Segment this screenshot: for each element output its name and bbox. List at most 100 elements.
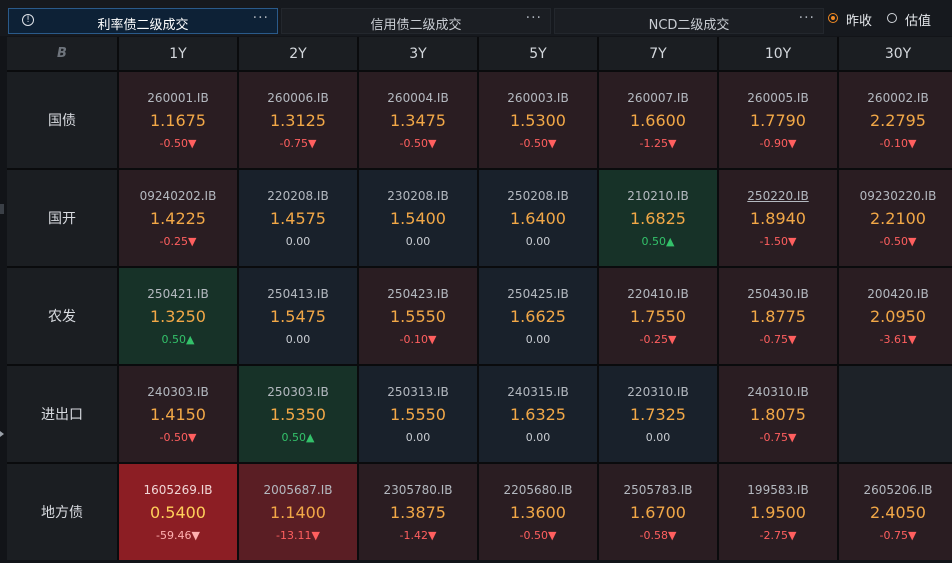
bond-quote-cell[interactable]: 230208.IB 1.5400 0.00 (359, 170, 477, 266)
column-header[interactable]: 5Y (479, 37, 597, 70)
bond-quote-cell[interactable]: 210210.IB 1.6825 0.50▲ (599, 170, 717, 266)
radio-prev-close[interactable] (828, 13, 838, 23)
bond-quote-cell[interactable]: 240303.IB 1.4150 -0.50▼ (119, 366, 237, 462)
yield-value: 2.2795 (870, 111, 926, 130)
yield-change: 0.50▲ (641, 235, 675, 248)
bond-code[interactable]: 250220.IB (747, 189, 809, 203)
yield-value: 1.6400 (510, 209, 566, 228)
tab-ncd-secondary[interactable]: NCD二级成交 ··· (554, 8, 824, 34)
yield-change: -0.25▼ (159, 235, 197, 248)
bond-quote-cell[interactable]: 250413.IB 1.5475 0.00 (239, 268, 357, 364)
bond-quote-cell[interactable]: 250208.IB 1.6400 0.00 (479, 170, 597, 266)
expand-arrow-icon[interactable] (0, 431, 4, 437)
bond-code: 250413.IB (267, 287, 329, 301)
bond-code: 220208.IB (267, 189, 329, 203)
bond-code: 250430.IB (747, 287, 809, 301)
column-header[interactable]: 30Y (839, 37, 952, 70)
bond-code: 1605269.IB (143, 483, 213, 497)
bond-quote-cell[interactable]: 2505783.IB 1.6700 -0.58▼ (599, 464, 717, 560)
bond-quote-cell[interactable]: 199583.IB 1.9500 -2.75▼ (719, 464, 837, 560)
more-options-icon[interactable]: ··· (525, 10, 542, 26)
yield-value: 1.1675 (150, 111, 206, 130)
bond-quote-cell[interactable]: 250303.IB 1.5350 0.50▲ (239, 366, 357, 462)
yield-change: 0.00 (285, 235, 311, 248)
bond-quote-cell[interactable]: 240315.IB 1.6325 0.00 (479, 366, 597, 462)
bond-quote-cell[interactable]: 250313.IB 1.5550 0.00 (359, 366, 477, 462)
radio-prev-close-label[interactable]: 昨收 (846, 14, 873, 29)
bond-quote-cell[interactable]: 260001.IB 1.1675 -0.50▼ (119, 72, 237, 168)
row-header: 国债 (7, 72, 117, 168)
bond-code: 210210.IB (627, 189, 689, 203)
tab-credit-bond-secondary[interactable]: 信用债二级成交 ··· (281, 8, 551, 34)
tab-rates-bond-secondary[interactable]: ! 利率债二级成交 ··· (8, 8, 278, 34)
bond-quote-cell[interactable]: 1605269.IB 0.5400 -59.46▼ (119, 464, 237, 560)
yield-value: 1.5475 (270, 307, 326, 326)
bond-quote-cell[interactable]: 250425.IB 1.6625 0.00 (479, 268, 597, 364)
bond-quote-cell[interactable]: 09240202.IB 1.4225 -0.25▼ (119, 170, 237, 266)
yield-value: 1.5550 (390, 405, 446, 424)
yield-value: 1.9500 (750, 503, 806, 522)
row-header: 地方债 (7, 464, 117, 560)
column-header[interactable]: 10Y (719, 37, 837, 70)
bond-quote-cell[interactable]: 260004.IB 1.3475 -0.50▼ (359, 72, 477, 168)
info-icon[interactable]: ! (22, 14, 34, 26)
resize-handle[interactable] (0, 204, 4, 214)
yield-value: 1.5550 (390, 307, 446, 326)
bond-code: 250313.IB (387, 385, 449, 399)
empty-cell (839, 366, 952, 462)
bond-quote-cell[interactable]: 260002.IB 2.2795 -0.10▼ (839, 72, 952, 168)
bond-code: 2305780.IB (383, 483, 453, 497)
bond-quote-cell[interactable]: 2305780.IB 1.3875 -1.42▼ (359, 464, 477, 560)
yield-change: -3.61▼ (879, 333, 917, 346)
bond-code: 220310.IB (627, 385, 689, 399)
bond-code: 2205680.IB (503, 483, 573, 497)
bond-quote-cell[interactable]: 250423.IB 1.5550 -0.10▼ (359, 268, 477, 364)
bond-quote-cell[interactable]: 220410.IB 1.7550 -0.25▼ (599, 268, 717, 364)
bond-quote-cell[interactable]: 09230220.IB 2.2100 -0.50▼ (839, 170, 952, 266)
yield-change: -0.50▼ (399, 137, 437, 150)
yield-value: 1.3125 (270, 111, 326, 130)
tab-label: 信用债二级成交 (370, 18, 462, 33)
bond-code: 2505783.IB (623, 483, 693, 497)
yield-matrix: B 1Y 2Y 3Y 5Y 7Y 10Y 30Y 国债 260001.IB 1.1675 -0.50… (7, 37, 952, 560)
more-options-icon[interactable]: ··· (798, 10, 815, 26)
yield-change: -0.50▼ (519, 137, 557, 150)
column-header[interactable]: 2Y (239, 37, 357, 70)
bond-quote-cell[interactable]: 2605206.IB 2.4050 -0.75▼ (839, 464, 952, 560)
tab-label: 利率债二级成交 (97, 18, 189, 33)
radio-valuation-label[interactable]: 估值 (905, 14, 932, 29)
column-header[interactable]: 1Y (119, 37, 237, 70)
bond-quote-cell[interactable]: 250421.IB 1.3250 0.50▲ (119, 268, 237, 364)
bond-quote-cell[interactable]: 2005687.IB 1.1400 -13.11▼ (239, 464, 357, 560)
more-options-icon[interactable]: ··· (252, 10, 269, 26)
bond-quote-cell[interactable]: 220208.IB 1.4575 0.00 (239, 170, 357, 266)
bond-code: 260007.IB (627, 91, 689, 105)
yield-change: -0.10▼ (399, 333, 437, 346)
yield-value: 1.7550 (630, 307, 686, 326)
yield-value: 1.5400 (390, 209, 446, 228)
yield-change: -59.46▼ (156, 529, 200, 542)
yield-value: 1.4150 (150, 405, 206, 424)
yield-change: -0.75▼ (759, 431, 797, 444)
column-header[interactable]: 3Y (359, 37, 477, 70)
yield-change: 0.00 (405, 235, 431, 248)
bond-quote-cell[interactable]: 260003.IB 1.5300 -0.50▼ (479, 72, 597, 168)
yield-change: 0.00 (525, 333, 551, 346)
bond-quote-cell[interactable]: 250430.IB 1.8775 -0.75▼ (719, 268, 837, 364)
row-header: 国开 (7, 170, 117, 266)
bond-quote-cell[interactable]: 250220.IB 1.8940 -1.50▼ (719, 170, 837, 266)
bond-quote-cell[interactable]: 200420.IB 2.0950 -3.61▼ (839, 268, 952, 364)
yield-value: 1.8075 (750, 405, 806, 424)
bond-code: 199583.IB (747, 483, 809, 497)
bond-code: 2605206.IB (863, 483, 933, 497)
bond-quote-cell[interactable]: 260005.IB 1.7790 -0.90▼ (719, 72, 837, 168)
column-header[interactable]: 7Y (599, 37, 717, 70)
tab-label: NCD二级成交 (648, 18, 730, 33)
radio-valuation[interactable] (887, 13, 897, 23)
bond-quote-cell[interactable]: 260006.IB 1.3125 -0.75▼ (239, 72, 357, 168)
bond-quote-cell[interactable]: 260007.IB 1.6600 -1.25▼ (599, 72, 717, 168)
bond-quote-cell[interactable]: 2205680.IB 1.3600 -0.50▼ (479, 464, 597, 560)
bond-quote-cell[interactable]: 240310.IB 1.8075 -0.75▼ (719, 366, 837, 462)
bond-quote-cell[interactable]: 220310.IB 1.7325 0.00 (599, 366, 717, 462)
yield-change: -0.58▼ (639, 529, 677, 542)
